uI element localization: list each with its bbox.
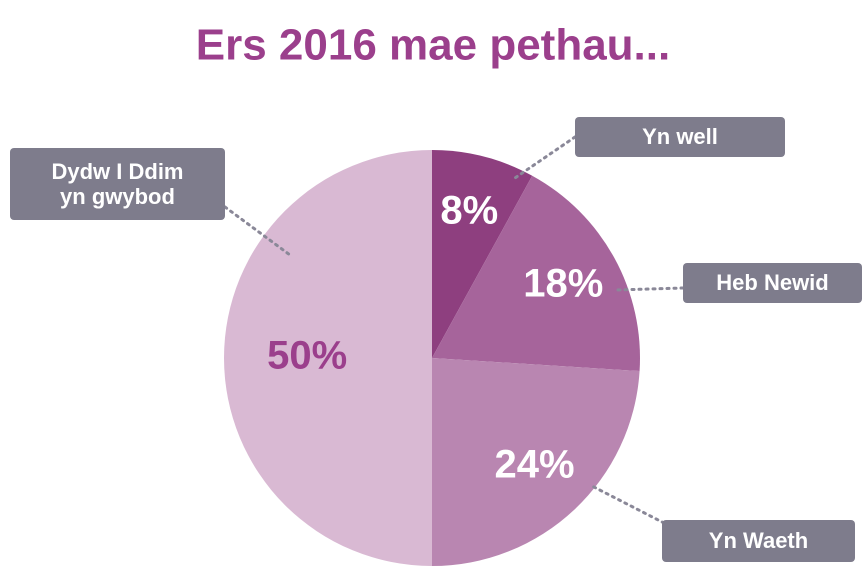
pie-slice <box>224 150 432 566</box>
leader-line <box>588 483 666 525</box>
pie-slice <box>432 175 640 372</box>
leader-line <box>613 286 685 292</box>
legend-label: Heb Newid <box>683 263 862 303</box>
value-label: 8% <box>440 189 498 233</box>
legend-label: Dydw I Ddim yn gwybod <box>10 148 225 220</box>
legend-label: Yn Waeth <box>662 520 855 562</box>
pie-slice <box>432 358 640 566</box>
value-label: 50% <box>267 334 347 378</box>
legend-label: Yn well <box>575 117 785 157</box>
value-label: 24% <box>494 443 574 487</box>
leader-line <box>510 135 577 182</box>
leader-line <box>223 205 292 257</box>
chart-title: Ers 2016 mae pethau... <box>196 21 670 70</box>
pie-slice <box>432 150 533 358</box>
value-label: 18% <box>523 261 603 305</box>
